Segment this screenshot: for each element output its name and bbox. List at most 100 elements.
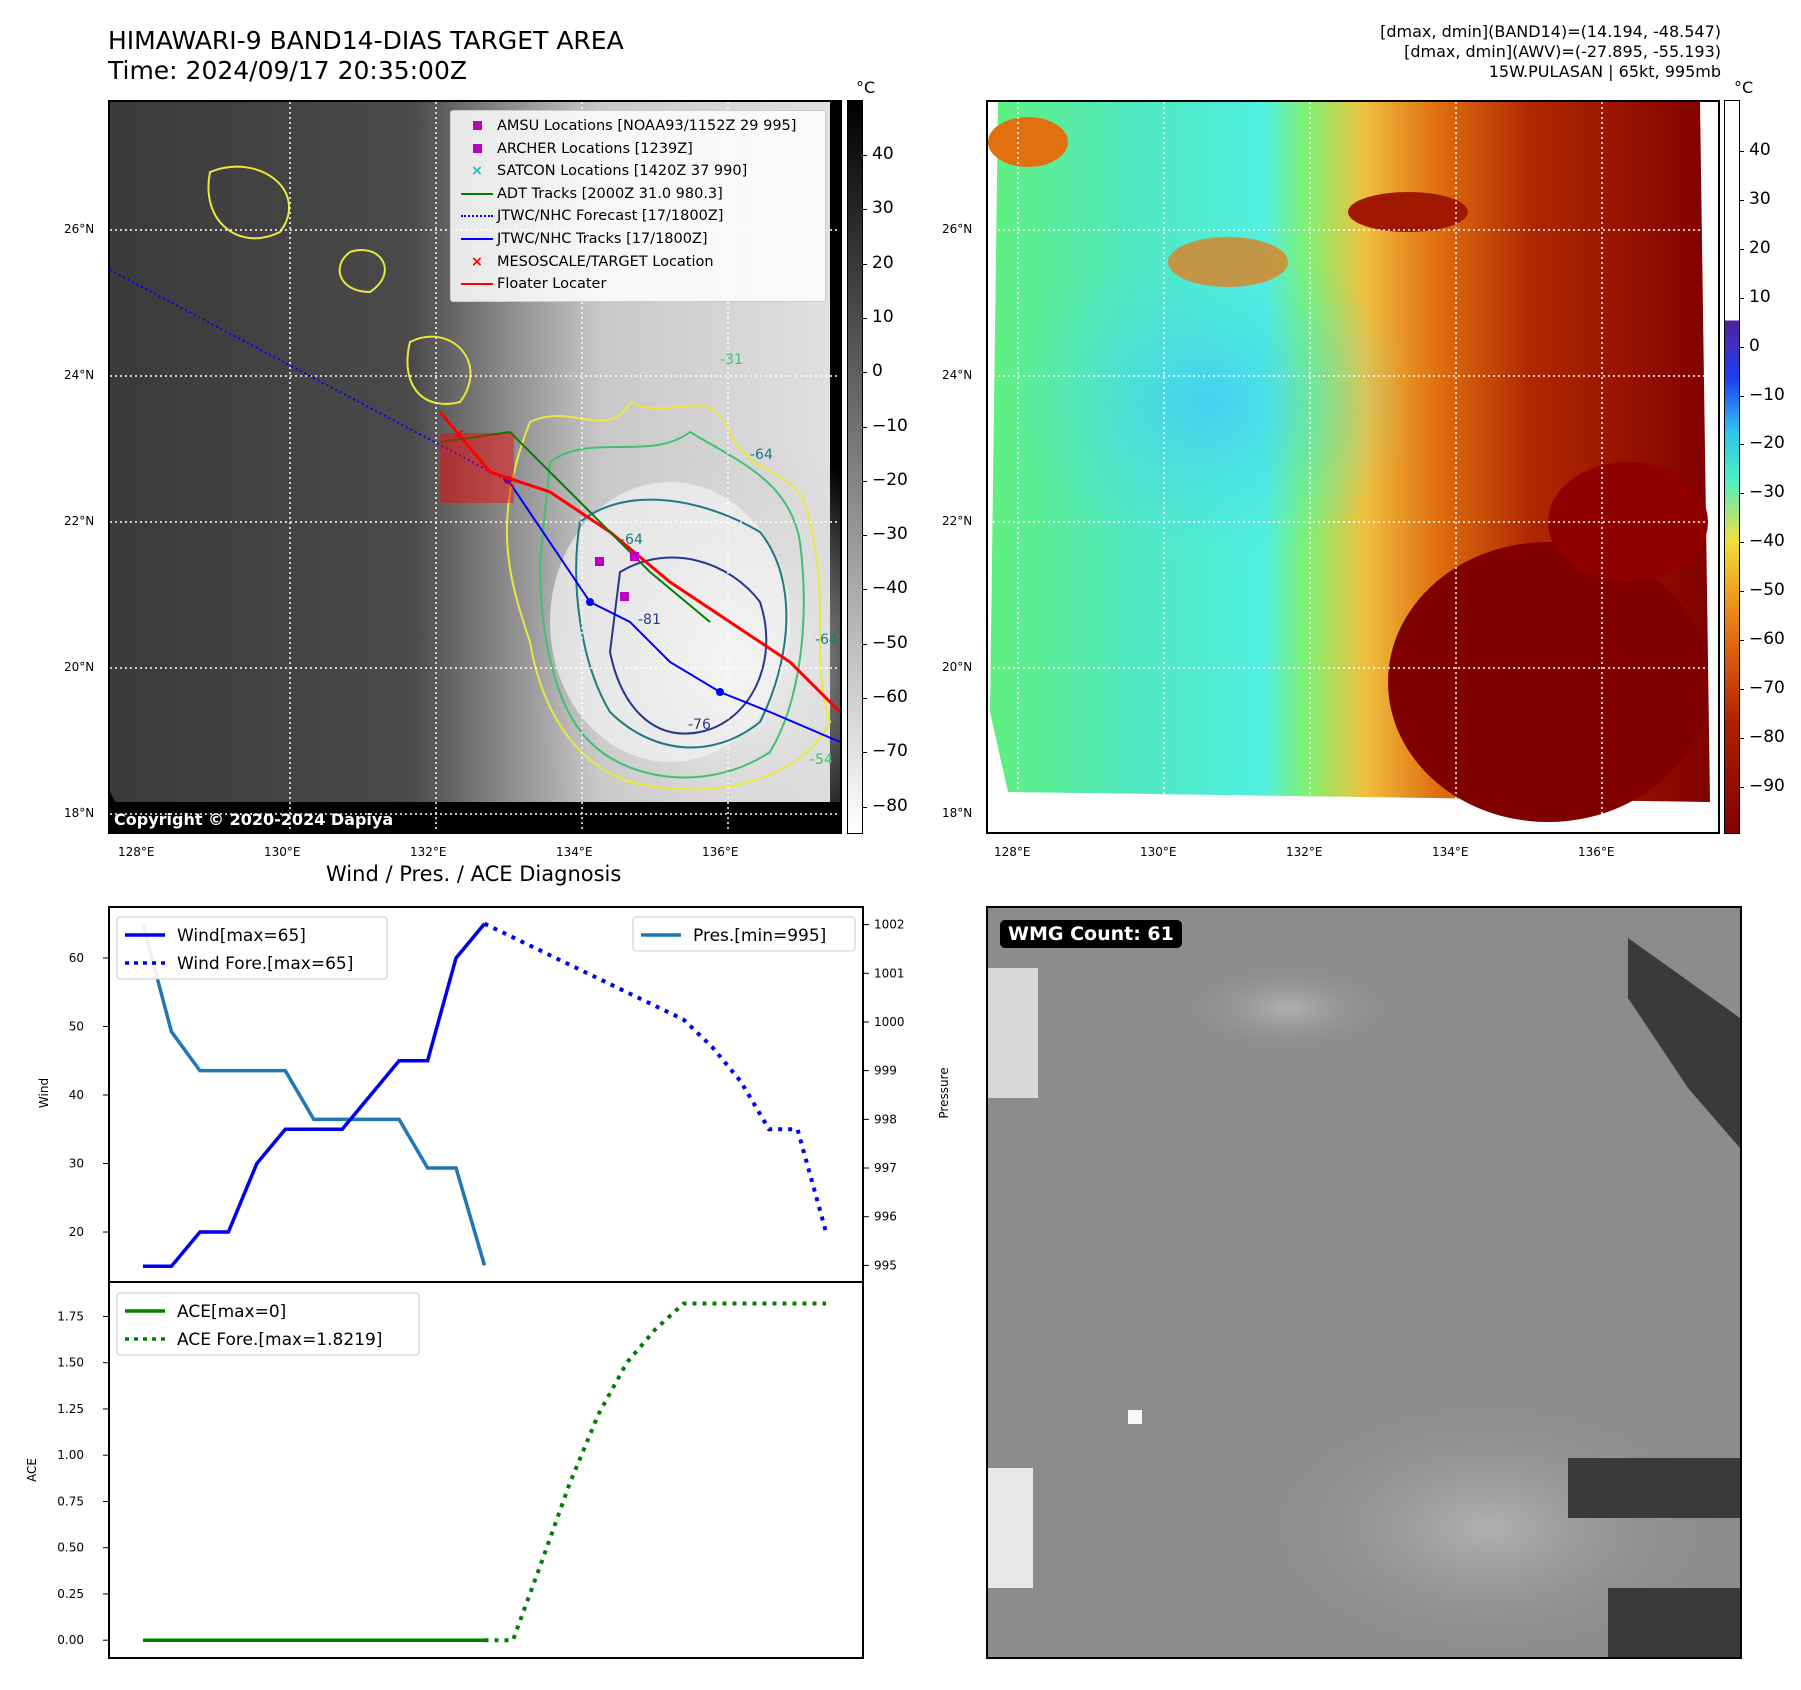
ace-axis-label: ACE [25, 1458, 39, 1482]
diag-title: Wind / Pres. / ACE Diagnosis [326, 862, 622, 886]
colorbar2-tick-label: −50 [1749, 580, 1785, 601]
pressure-legend-label: Pres.[min=995] [693, 926, 826, 946]
lon-label: 132°E [1286, 845, 1323, 859]
colorbar1-tick-label: −80 [872, 795, 908, 816]
map-legend: AMSU Locations [NOAA93/1152Z 29 995] ARCH… [450, 110, 826, 302]
legend-symbol: × [470, 253, 484, 270]
lat-label: 22°N [64, 514, 95, 528]
wmg-count-badge: WMG Count: 61 [1000, 920, 1182, 948]
contour-label: -81 [638, 612, 661, 628]
colorbar1-tick-mark [862, 209, 867, 211]
colorbar1-tick-label: −50 [872, 632, 908, 653]
lon-label: 134°E [556, 845, 593, 859]
colorbar1 [847, 100, 863, 834]
colorbar2 [1724, 100, 1740, 834]
storm-info: 15W.PULASAN | 65kt, 995mb [1488, 62, 1721, 81]
legend-symbol: × [470, 163, 484, 180]
colorbar1-tick-mark [862, 535, 867, 537]
map-legend-item: × MESOSCALE/TARGET Location [457, 251, 819, 274]
legend-label: SATCON Locations [1420Z 37 990] [497, 163, 748, 180]
lon-label: 132°E [410, 845, 447, 859]
pressure-tick-label: 999 [874, 1064, 897, 1078]
colorbar2-tick-mark [1739, 297, 1744, 299]
colorbar1-tick-mark [862, 643, 867, 645]
lat-label: 18°N [64, 806, 95, 820]
colorbar2-tick-mark [1739, 542, 1744, 544]
lat-label: 26°N [64, 222, 95, 236]
colorbar1-tick-label: 10 [872, 306, 894, 327]
jtwc-forecast-track [110, 269, 511, 483]
pressure-tick-label: 995 [874, 1258, 897, 1272]
colorbar2-unit: °C [1734, 78, 1754, 97]
ace-tick-label: 0.50 [57, 1541, 84, 1555]
pressure-tick-label: 997 [874, 1161, 897, 1175]
contour-label: -31 [720, 352, 743, 368]
lat-label: 20°N [64, 660, 95, 674]
contour-label: -76 [688, 717, 711, 733]
contour-label: -64 [750, 447, 773, 463]
legend-label: JTWC/NHC Tracks [17/1800Z] [497, 230, 708, 247]
map-legend-item: JTWC/NHC Tracks [17/1800Z] [457, 228, 819, 251]
ace-tick-label: 0.25 [57, 1587, 84, 1601]
colorbar2-tick-label: 10 [1749, 286, 1771, 307]
colorbar2-tick-label: −10 [1749, 384, 1785, 405]
lon-label: 128°E [994, 845, 1031, 859]
legend-label: JTWC/NHC Forecast [17/1800Z] [497, 208, 724, 225]
legend-label: AMSU Locations [NOAA93/1152Z 29 995] [497, 118, 797, 134]
colorbar2-tick-label: −40 [1749, 531, 1785, 552]
floater-track [438, 411, 840, 714]
awv-map-image [988, 102, 1718, 832]
lat-label: 22°N [942, 514, 973, 528]
contour-label: -54 [810, 752, 833, 768]
colorbar1-tick-mark [862, 317, 867, 319]
colorbar1-tick-label: −40 [872, 578, 908, 599]
diag-divider [108, 1281, 864, 1283]
wmg-image [988, 908, 1740, 1657]
colorbar1-tick-label: −20 [872, 469, 908, 490]
colorbar2-tick-mark [1739, 248, 1744, 250]
pressure-tick-label: 998 [874, 1112, 897, 1126]
wind-legend [116, 916, 388, 980]
lon-label: 136°E [702, 845, 739, 859]
colorbar2-tick-label: −70 [1749, 677, 1785, 698]
lat-label: 26°N [942, 222, 973, 236]
wind-tick-label: 20 [69, 1225, 84, 1239]
ace-legend-label: ACE Fore.[max=1.8219] [177, 1330, 382, 1350]
target-marker: × [452, 424, 465, 443]
colorbar2-tick-label: 30 [1749, 188, 1771, 209]
copyright-text: Copyright © 2020-2024 Dapiya [114, 810, 394, 829]
colorbar2-tick-mark [1739, 346, 1744, 348]
colorbar1-tick-label: 0 [872, 361, 883, 382]
lat-label: 18°N [942, 806, 973, 820]
colorbar1-tick-label: 30 [872, 198, 894, 219]
ace-tick-label: 1.50 [57, 1356, 84, 1370]
colorbar2-tick-label: −90 [1749, 775, 1785, 796]
map-legend-item: Floater Locater [457, 273, 819, 296]
lon-label: 136°E [1578, 845, 1615, 859]
adt-track [439, 430, 711, 623]
legend-symbol [457, 273, 497, 296]
colorbar1-unit: °C [856, 78, 876, 97]
contour-label: -64 [815, 632, 838, 648]
colorbar2-tick-label: −30 [1749, 482, 1785, 503]
awv-map-grid [988, 102, 1718, 832]
colorbar1-tick-label: −10 [872, 415, 908, 436]
colorbar1-tick-mark [862, 426, 867, 428]
awv-map [986, 100, 1720, 834]
map-legend-item: × SATCON Locations [1420Z 37 990] [457, 160, 819, 183]
wind-legend-label: Wind[max=65] [177, 926, 306, 946]
colorbar1-tick-mark [862, 752, 867, 754]
pressure-tick-label: 1001 [874, 966, 905, 980]
ace-tick-label: 1.00 [57, 1448, 84, 1462]
colorbar1-tick-mark [862, 589, 867, 591]
wind-tick-label: 30 [69, 1157, 84, 1171]
lon-label: 128°E [118, 845, 155, 859]
colorbar1-tick-mark [862, 480, 867, 482]
pressure-tick-label: 996 [874, 1210, 897, 1224]
wind-forecast-line [483, 921, 828, 1233]
legend-symbol [457, 228, 497, 251]
awv-range: [dmax, dmin](AWV)=(-27.895, -55.193) [1404, 42, 1721, 61]
colorbar2-tick-mark [1739, 151, 1744, 152]
colorbar2-tick-mark [1739, 444, 1744, 446]
pressure-tick-label: 1000 [874, 1015, 905, 1029]
